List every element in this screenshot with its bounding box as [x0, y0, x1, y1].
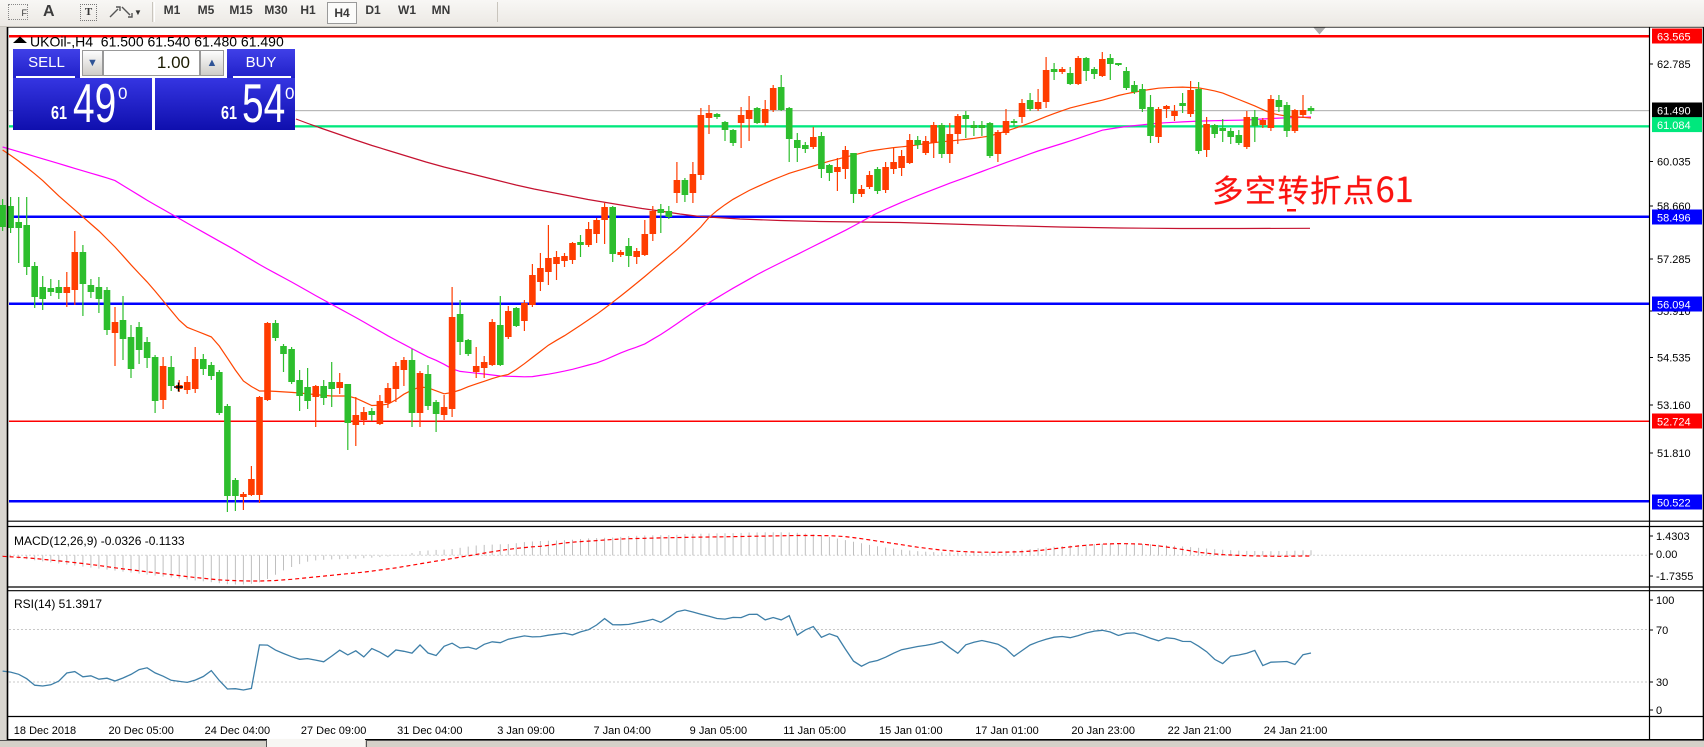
svg-text:11 Jan 05:00: 11 Jan 05:00 — [783, 725, 846, 737]
svg-text:24 Jan 21:00: 24 Jan 21:00 — [1264, 725, 1328, 737]
svg-text:15 Jan 01:00: 15 Jan 01:00 — [879, 725, 943, 737]
svg-text:52.724: 52.724 — [1657, 417, 1691, 429]
svg-text:18 Dec 2018: 18 Dec 2018 — [14, 725, 76, 737]
svg-text:27 Dec 09:00: 27 Dec 09:00 — [301, 725, 366, 737]
svg-text:58.496: 58.496 — [1657, 213, 1691, 225]
svg-text:0: 0 — [1656, 705, 1662, 717]
svg-text:22 Jan 21:00: 22 Jan 21:00 — [1168, 725, 1232, 737]
svg-text:51.810: 51.810 — [1657, 448, 1691, 460]
svg-text:0.00: 0.00 — [1656, 549, 1677, 561]
svg-text:70: 70 — [1656, 625, 1668, 637]
svg-text:100: 100 — [1656, 595, 1674, 607]
svg-text:61.490: 61.490 — [1657, 106, 1691, 118]
svg-text:RSI(14) 51.3917: RSI(14) 51.3917 — [14, 597, 102, 611]
svg-text:7 Jan 04:00: 7 Jan 04:00 — [593, 725, 651, 737]
svg-text:-1.7355: -1.7355 — [1656, 571, 1693, 583]
svg-text:20 Dec 05:00: 20 Dec 05:00 — [108, 725, 173, 737]
svg-text:9 Jan 05:00: 9 Jan 05:00 — [690, 725, 748, 737]
svg-text:24 Dec 04:00: 24 Dec 04:00 — [205, 725, 270, 737]
svg-text:63.565: 63.565 — [1657, 32, 1691, 44]
svg-text:UKOil-,H4 61.500 61.540 61.48: UKOil-,H4 61.500 61.540 61.480 61.490 — [30, 34, 284, 50]
svg-text:20 Jan 23:00: 20 Jan 23:00 — [1071, 725, 1135, 737]
svg-text:54.535: 54.535 — [1657, 353, 1691, 365]
svg-text:MACD(12,26,9) -0.0326 -0.1133: MACD(12,26,9) -0.0326 -0.1133 — [14, 534, 185, 548]
svg-text:3 Jan 09:00: 3 Jan 09:00 — [497, 725, 555, 737]
svg-text:50.522: 50.522 — [1657, 498, 1691, 510]
svg-text:17 Jan 01:00: 17 Jan 01:00 — [975, 725, 1039, 737]
svg-text:61.084: 61.084 — [1657, 120, 1691, 132]
svg-text:60.035: 60.035 — [1657, 157, 1691, 169]
svg-text:1.4303: 1.4303 — [1656, 531, 1690, 543]
svg-text:31 Dec 04:00: 31 Dec 04:00 — [397, 725, 462, 737]
svg-text:57.285: 57.285 — [1657, 254, 1691, 266]
svg-text:53.160: 53.160 — [1657, 400, 1691, 412]
svg-text:62.785: 62.785 — [1657, 59, 1691, 71]
svg-text:56.094: 56.094 — [1657, 300, 1691, 312]
svg-text:30: 30 — [1656, 677, 1668, 689]
